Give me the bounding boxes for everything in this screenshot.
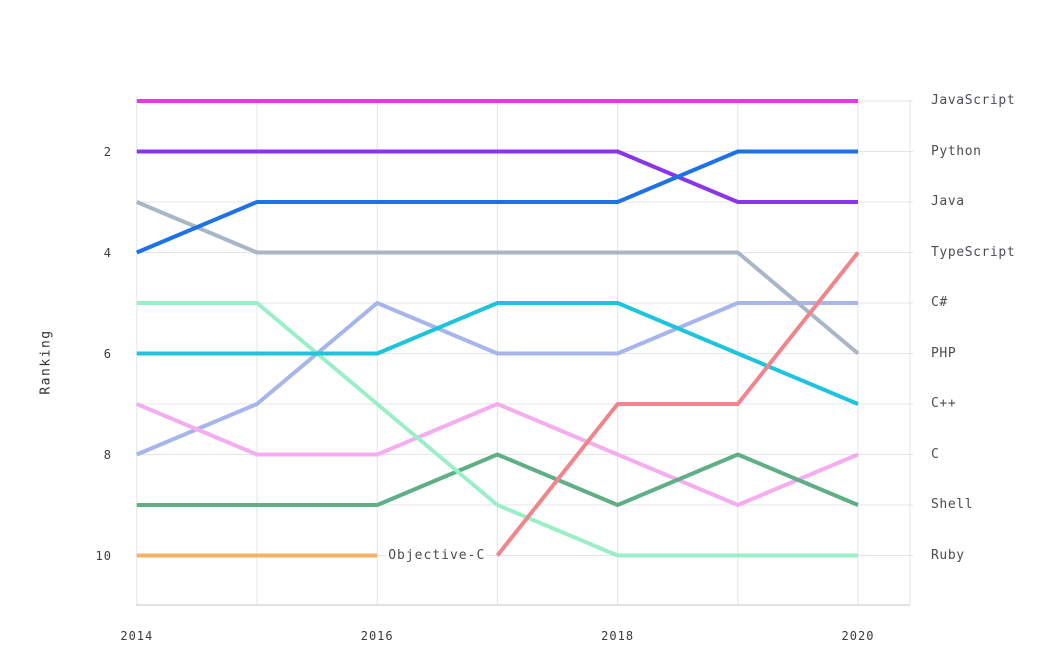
x-tick-label-2016: 2016 [360, 629, 394, 643]
series-line-c- [136, 301, 859, 406]
series-line-c- [136, 301, 858, 457]
series-line-python [136, 149, 858, 255]
annotation-label-objective-c: Objective-C [386, 546, 488, 565]
series-line-typescript [495, 251, 860, 557]
legend-label-javascript: JavaScript [931, 93, 1016, 108]
y-tick-label-10: 10 [95, 548, 112, 563]
legend-label-typescript: TypeScript [931, 244, 1016, 260]
series-line-shell [136, 452, 859, 507]
y-tick-label-8: 8 [103, 447, 112, 462]
legend-label-c-: C# [931, 295, 948, 310]
legend-label-c-: C++ [931, 396, 957, 411]
legend-label-php: PHP [931, 345, 957, 361]
legend-label-c: C [931, 446, 940, 462]
legend-label-shell: Shell [931, 497, 974, 512]
series-line-c [136, 402, 859, 507]
legend-label-python: Python [931, 143, 982, 159]
legend-label-java: Java [931, 194, 965, 209]
series-line-ruby [136, 301, 858, 558]
y-axis-title: Ranking [38, 329, 54, 395]
x-tick-label-2014: 2014 [120, 629, 154, 643]
series-line-java [136, 149, 858, 204]
x-tick-label-2018: 2018 [601, 629, 635, 643]
series-line-php [136, 200, 860, 356]
y-tick-label-6: 6 [103, 346, 112, 361]
x-tick-label-2020: 2020 [841, 629, 875, 643]
y-tick-label-2: 2 [103, 144, 112, 159]
legend-label-ruby: Ruby [931, 547, 965, 563]
y-tick-label-4: 4 [103, 245, 112, 260]
